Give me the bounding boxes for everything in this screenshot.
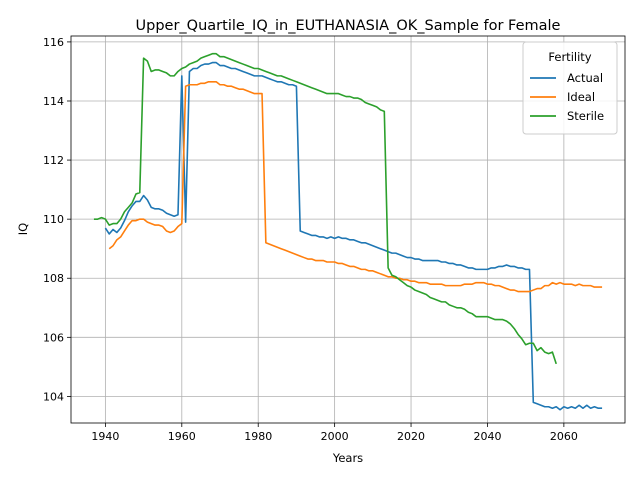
legend-title: Fertility xyxy=(548,50,591,64)
series-line-ideal xyxy=(108,80,603,293)
x-tick-label: 2040 xyxy=(473,430,501,443)
legend: Fertility Actual Ideal Sterile xyxy=(522,41,618,135)
series-line-actual xyxy=(104,61,603,411)
x-tick-label: 1980 xyxy=(244,430,272,443)
plot-series xyxy=(93,52,603,411)
x-tick-label: 2060 xyxy=(550,430,578,443)
x-tick-label: 1960 xyxy=(168,430,196,443)
series-line-sterile xyxy=(93,52,557,365)
axis-ticks: 1940 1960 1980 2000 2020 2040 2060 104 106 108 110… xyxy=(43,36,578,443)
grid xyxy=(71,36,625,423)
y-tick-label: 114 xyxy=(43,95,64,108)
chart-title: Upper_Quartile_IQ_in_EUTHANASIA_OK_Sampl… xyxy=(136,18,561,34)
legend-items: Actual Ideal Sterile xyxy=(530,71,604,123)
y-axis-label: IQ xyxy=(16,223,30,235)
y-tick-label: 110 xyxy=(43,213,64,226)
legend-box xyxy=(522,41,618,135)
legend-label-actual: Actual xyxy=(567,71,603,85)
y-tick-label: 116 xyxy=(43,36,64,49)
y-tick-label: 108 xyxy=(43,272,64,285)
plot-frame xyxy=(70,35,626,424)
x-tick-label: 2000 xyxy=(321,430,349,443)
y-tick-label: 112 xyxy=(43,154,64,167)
x-tick-label: 1940 xyxy=(91,430,119,443)
x-tick-label: 2020 xyxy=(397,430,425,443)
legend-label-ideal: Ideal xyxy=(567,90,595,104)
y-tick-label: 104 xyxy=(43,390,64,403)
legend-label-sterile: Sterile xyxy=(567,109,604,123)
y-tick-label: 106 xyxy=(43,331,64,344)
x-axis-label: Years xyxy=(332,451,363,465)
